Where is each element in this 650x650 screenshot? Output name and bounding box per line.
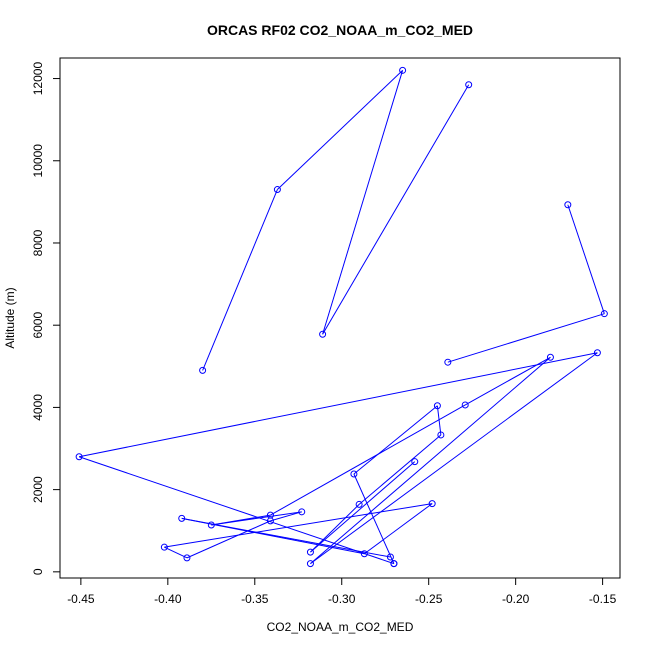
y-tick-label: 2000	[31, 476, 45, 503]
data-point	[390, 560, 398, 568]
series-1-segment	[322, 70, 404, 335]
data-point	[199, 366, 207, 374]
series-3-segment	[78, 456, 395, 565]
x-tick-label: -0.25	[415, 592, 443, 606]
series-3-segment	[358, 434, 442, 505]
series-3-segment	[310, 461, 416, 553]
data-point	[444, 358, 452, 366]
data-point	[160, 543, 168, 551]
series-3-segment	[211, 511, 302, 526]
y-axis-label: Altitude (m)	[3, 287, 17, 348]
series-3-segment	[364, 503, 433, 555]
series-3-segment	[270, 511, 302, 522]
x-axis: -0.45 -0.40 -0.35 -0.30 -0.25 -0.20 -0.15	[67, 577, 617, 606]
data-point	[207, 521, 215, 529]
data-point	[360, 550, 368, 558]
series-3-segment	[436, 405, 442, 436]
y-tick-label: 12000	[31, 62, 45, 96]
y-tick-label: 0	[31, 568, 45, 575]
data-point	[433, 402, 441, 410]
data-point	[399, 66, 407, 74]
data-point	[273, 186, 281, 194]
x-tick-label: -0.40	[154, 592, 182, 606]
y-tick-label: 4000	[31, 394, 45, 421]
chart-title: ORCAS RF02 CO2_NOAA_m_CO2_MED	[207, 22, 473, 38]
x-tick-label: -0.20	[502, 592, 530, 606]
data-point	[600, 310, 608, 318]
y-axis: 0 2000 4000 6000 8000 10000 12000	[31, 62, 61, 575]
data-point	[465, 81, 473, 89]
data-point	[546, 353, 554, 361]
data-point	[428, 500, 436, 508]
x-tick-label: -0.30	[328, 592, 356, 606]
data-point	[411, 458, 419, 466]
data-point	[350, 470, 358, 478]
data-point	[183, 554, 191, 562]
data-point	[355, 500, 363, 508]
plot-points	[75, 66, 608, 568]
series-3-segment	[186, 520, 271, 559]
x-axis-label: CO2_NOAA_m_CO2_MED	[267, 620, 414, 634]
data-point	[298, 508, 306, 516]
series-1-segment	[322, 84, 470, 335]
series-3-segment	[79, 352, 598, 458]
series-3-segment	[164, 503, 433, 548]
series-2-segment	[567, 204, 605, 314]
data-point	[593, 349, 601, 357]
data-point	[306, 560, 314, 568]
x-tick-label: -0.35	[241, 592, 269, 606]
data-point	[178, 514, 186, 522]
data-point	[564, 201, 572, 209]
data-point	[319, 330, 327, 338]
series-3-segment	[353, 405, 438, 475]
plot-lines	[78, 69, 605, 565]
series-3-segment	[270, 404, 466, 516]
series-2-segment	[447, 313, 605, 363]
series-3-segment	[181, 517, 391, 558]
data-point	[306, 548, 314, 556]
series-1-segment	[277, 69, 403, 190]
data-point	[437, 431, 445, 439]
data-point	[386, 553, 394, 561]
series-3-segment	[310, 356, 551, 564]
x-tick-label: -0.45	[67, 592, 95, 606]
data-point	[266, 517, 274, 525]
series-3-segment	[164, 546, 188, 559]
data-point	[75, 453, 83, 461]
y-tick-label: 8000	[31, 229, 45, 256]
series-1-segment	[202, 189, 278, 371]
series-3-segment	[464, 356, 551, 406]
y-tick-label: 6000	[31, 312, 45, 339]
series-3-segment	[353, 473, 395, 564]
data-point	[461, 401, 469, 409]
series-3-segment	[310, 352, 598, 565]
x-tick-label: -0.15	[589, 592, 617, 606]
y-tick-label: 10000	[31, 144, 45, 178]
